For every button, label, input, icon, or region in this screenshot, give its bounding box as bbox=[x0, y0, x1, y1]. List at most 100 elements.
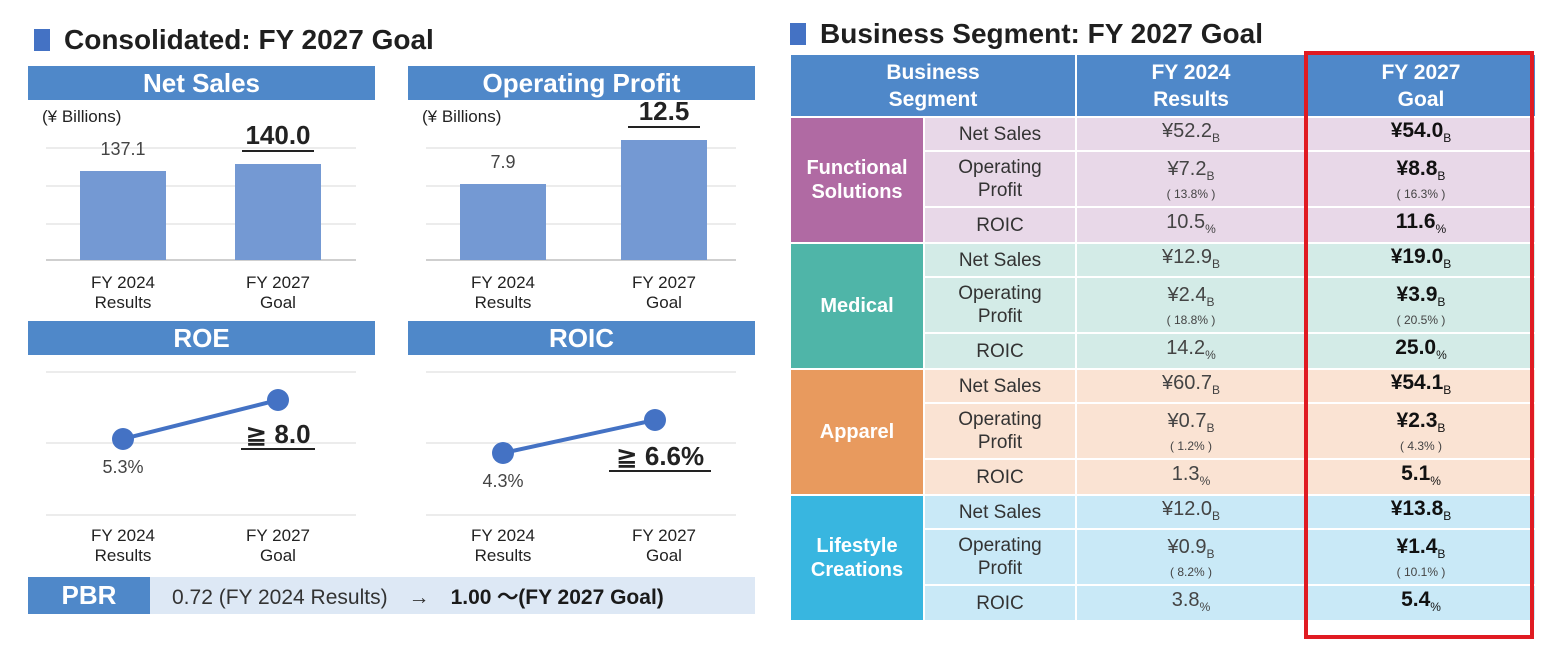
table-row: Operating Profit ¥7.2B( 13.8% ) ¥8.8B( 16.3… bbox=[790, 150, 1537, 208]
title-square-icon bbox=[790, 23, 806, 45]
metric-net-sales: Net Sales bbox=[923, 242, 1077, 278]
table-row: ROIC 14.2% 25.0% bbox=[790, 332, 1537, 370]
tick-label: Results bbox=[95, 546, 152, 565]
pbr-text: 0.72 (FY 2024 Results) → 1.00 ～(FY 2027 … bbox=[172, 581, 664, 611]
table-row: Medical Net Sales ¥12.9B ¥19.0B bbox=[789, 242, 1537, 370]
title-square-icon bbox=[34, 29, 50, 51]
table-row: Lifestyle Creations Net Sales ¥12.0B ¥13.8B bbox=[789, 494, 1537, 622]
metric-net-sales: Net Sales bbox=[923, 494, 1077, 530]
table-row: Apparel Net Sales ¥60.7B ¥54.1B bbox=[789, 368, 1537, 496]
header-segment: Business Segment bbox=[789, 53, 1077, 118]
bar-0 bbox=[460, 184, 546, 260]
metric-operating-profit: Operating Profit bbox=[923, 402, 1077, 460]
operating-profit-goal: ¥8.8B( 16.3% ) bbox=[1305, 150, 1537, 208]
tick-label: FY 2027 bbox=[246, 526, 310, 545]
tick-label: FY 2027 bbox=[246, 273, 310, 292]
table-row: ROIC 1.3% 5.1% bbox=[790, 458, 1537, 496]
roic-result: 10.5% bbox=[1075, 206, 1307, 244]
metric-operating-profit: Operating Profit bbox=[923, 150, 1077, 208]
tick-label: Results bbox=[475, 293, 532, 312]
tick-label: FY 2027 bbox=[632, 526, 696, 545]
net-sales-header: Net Sales bbox=[28, 66, 375, 100]
consolidated-title-text: Consolidated: FY 2027 Goal bbox=[64, 24, 434, 55]
tick-label: Results bbox=[475, 546, 532, 565]
net-sales-result: ¥12.0B bbox=[1075, 494, 1307, 530]
metric-roic: ROIC bbox=[923, 206, 1077, 244]
goal-label: 12.5 bbox=[639, 96, 690, 126]
data-label: 7.9 bbox=[490, 152, 515, 172]
bar-1 bbox=[235, 164, 321, 260]
roic-result: 14.2% bbox=[1075, 332, 1307, 370]
net-sales-goal: ¥13.8B bbox=[1305, 494, 1537, 530]
header-results: FY 2024 Results bbox=[1075, 53, 1307, 118]
roic-goal: 11.6% bbox=[1305, 206, 1537, 244]
operating-profit-result: ¥0.7B( 1.2% ) bbox=[1075, 402, 1307, 460]
table-row: ROIC 10.5% 11.6% bbox=[790, 206, 1537, 244]
segment-table: Business Segment FY 2024 Results FY 2027 Go… bbox=[789, 53, 1537, 622]
table-row: ROIC 3.8% 5.4% bbox=[790, 584, 1537, 622]
operating-profit-goal: ¥3.9B( 20.5% ) bbox=[1305, 276, 1537, 334]
operating-profit-goal: ¥1.4B( 10.1% ) bbox=[1305, 528, 1537, 586]
table-row: Functional Solutions Net Sales ¥52.2B ¥54.0B bbox=[789, 116, 1537, 244]
bar-1 bbox=[621, 140, 707, 260]
tick-label: Goal bbox=[260, 293, 296, 312]
roe-header: ROE bbox=[28, 321, 375, 355]
net-sales-result: ¥60.7B bbox=[1075, 368, 1307, 404]
segment-name: Apparel bbox=[789, 368, 925, 496]
goal-label: ≧ 8.0 bbox=[245, 419, 310, 449]
tick-label: Goal bbox=[646, 293, 682, 312]
roic-header: ROIC bbox=[408, 321, 755, 355]
roic-goal: 5.1% bbox=[1305, 458, 1537, 496]
operating-profit-result: ¥2.4B( 18.8% ) bbox=[1075, 276, 1307, 334]
metric-roic: ROIC bbox=[923, 458, 1077, 496]
metric-operating-profit: Operating Profit bbox=[923, 528, 1077, 586]
roic-result: 3.8% bbox=[1075, 584, 1307, 622]
net-sales-goal: ¥54.1B bbox=[1305, 368, 1537, 404]
consolidated-title: Consolidated: FY 2027 Goal bbox=[34, 24, 434, 56]
metric-operating-profit: Operating Profit bbox=[923, 276, 1077, 334]
segment-name: Functional Solutions bbox=[789, 116, 925, 244]
net-sales-result: ¥12.9B bbox=[1075, 242, 1307, 278]
tick-label: FY 2024 bbox=[91, 526, 155, 545]
net-sales-goal: ¥19.0B bbox=[1305, 242, 1537, 278]
pbr-bar: PBR 0.72 (FY 2024 Results) → 1.00 ～(FY 2… bbox=[28, 577, 755, 614]
roic-goal: 25.0% bbox=[1305, 332, 1537, 370]
data-label: 137.1 bbox=[100, 139, 145, 159]
tick-label: Goal bbox=[646, 546, 682, 565]
point-1 bbox=[644, 409, 666, 431]
metric-net-sales: Net Sales bbox=[923, 368, 1077, 404]
series-line bbox=[122, 398, 279, 441]
roic-result: 1.3% bbox=[1075, 458, 1307, 496]
metric-roic: ROIC bbox=[923, 584, 1077, 622]
point-0 bbox=[112, 428, 134, 450]
roic-goal: 5.4% bbox=[1305, 584, 1537, 622]
segment-title: Business Segment: FY 2027 Goal bbox=[790, 18, 1263, 50]
goal-label: 140.0 bbox=[245, 120, 310, 150]
data-label: 4.3% bbox=[482, 471, 523, 491]
bar-0 bbox=[80, 171, 166, 260]
unit-label: (¥ Billions) bbox=[42, 107, 121, 126]
tick-label: Results bbox=[95, 293, 152, 312]
segment-title-text: Business Segment: FY 2027 Goal bbox=[820, 18, 1263, 49]
point-1 bbox=[267, 389, 289, 411]
table-row: Operating Profit ¥0.9B( 8.2% ) ¥1.4B( 10.1%… bbox=[790, 528, 1537, 586]
series-line bbox=[502, 418, 656, 455]
net-sales-goal: ¥54.0B bbox=[1305, 116, 1537, 152]
tick-label: FY 2027 bbox=[632, 273, 696, 292]
segment-name: Medical bbox=[789, 242, 925, 370]
tick-label: Goal bbox=[260, 546, 296, 565]
tick-label: FY 2024 bbox=[471, 273, 535, 292]
unit-label: (¥ Billions) bbox=[422, 107, 501, 126]
pbr-results: 0.72 (FY 2024 Results) → bbox=[172, 585, 451, 609]
operating-profit-result: ¥0.9B( 8.2% ) bbox=[1075, 528, 1307, 586]
tick-label: FY 2024 bbox=[91, 273, 155, 292]
tick-label: FY 2024 bbox=[471, 526, 535, 545]
operating-profit-goal: ¥2.3B( 4.3% ) bbox=[1305, 402, 1537, 460]
pbr-goal: 1.00 ～(FY 2027 Goal) bbox=[450, 585, 664, 609]
segment-table-header: Business Segment FY 2024 Results FY 2027 Go… bbox=[789, 53, 1537, 118]
segment-name: Lifestyle Creations bbox=[789, 494, 925, 622]
